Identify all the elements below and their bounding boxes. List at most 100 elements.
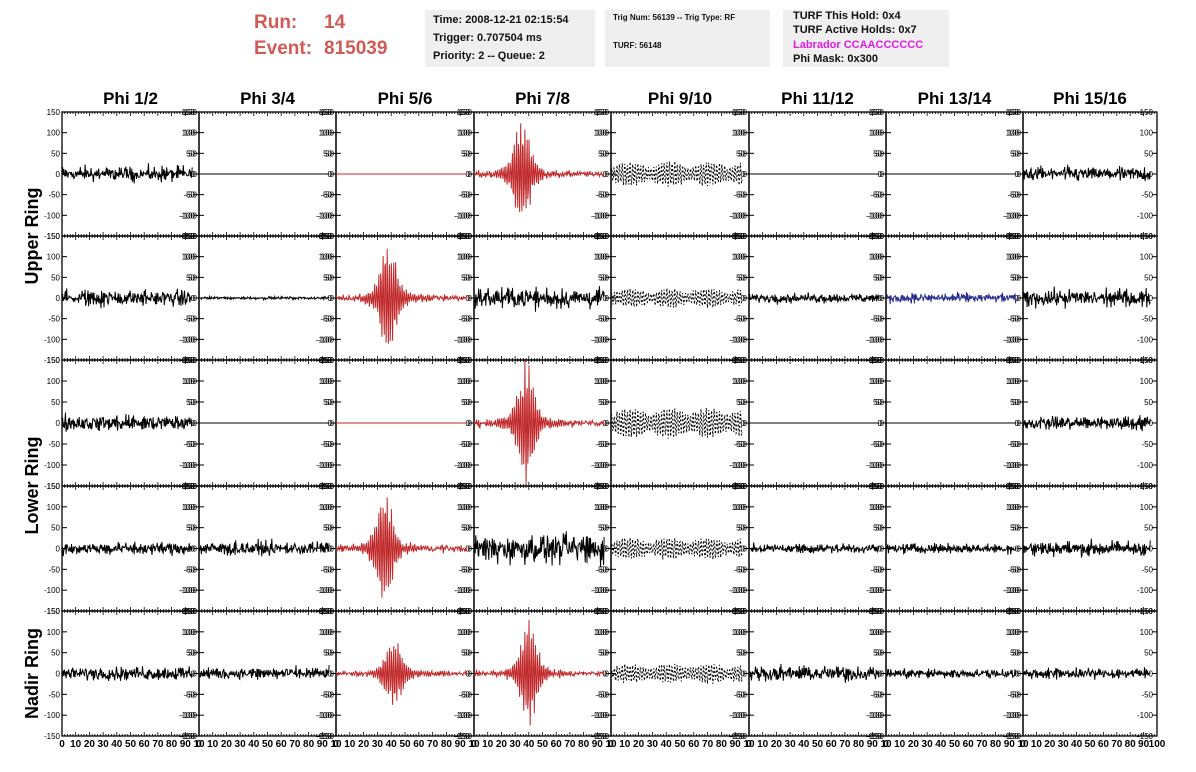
y-tick-label: 150 [321,232,335,241]
y-tick-label-right: -50 [458,440,470,449]
y-tick-label-right: 0 [603,170,608,179]
y-tick-label: 50 [600,273,609,282]
y-tick-label-right: 150 [1006,607,1020,616]
y-tick-label-right: -100 [866,461,883,470]
y-tick-label: 100 [1008,129,1022,138]
run-value: 14 [324,12,346,33]
y-tick-label-right: 50 [598,524,607,533]
x-tick-label: 40 [661,739,673,750]
y-tick-label-right: 150 [732,607,746,616]
x-tick-label: 0 [471,739,477,750]
y-tick-label: -100 [868,586,885,595]
y-tick-label: 0 [880,545,885,554]
y-tick-label: 150 [596,607,610,616]
column-header-8: Phi 15/16 [1053,89,1127,108]
x-tick-label: 90 [1004,739,1016,750]
y-tick-label: 0 [1017,294,1022,303]
x-tick-label: 10 [70,739,82,750]
x-tick-label: 90 [867,739,879,750]
x-tick-label: 60 [551,739,563,750]
y-tick-label: -50 [735,191,747,200]
x-tick-label: 50 [537,739,549,750]
waveform-trace [610,537,743,560]
y-tick-label-right: 50 [598,649,607,658]
y-tick-label-right: 150 [457,482,471,491]
y-tick-label-right: 150 [319,607,333,616]
waveform-panel-r5-c6: -150 -150 -100 -100 -50 -50 0 0 50 50 100 100 150 150 [731,607,887,741]
y-tick-label: 150 [1008,607,1022,616]
waveform-trace [61,666,193,682]
x-tick-label: 20 [358,739,370,750]
y-tick-label: -50 [460,191,472,200]
y-tick-label-right: -50 [1007,191,1019,200]
y-tick-label: 0 [468,545,473,554]
y-tick-label-right: 100 [182,129,196,138]
x-tick-label: 60 [413,739,425,750]
y-tick-label-right: 100 [319,253,333,262]
y-tick-label-right: 100 [319,129,333,138]
x-tick-label: 70 [839,739,851,750]
waveform-trace [1022,538,1151,559]
y-tick-label: -100 [318,711,335,720]
y-tick-label-right: 50 [873,398,882,407]
y-tick-label-right: 0 [191,545,196,554]
x-tick-label: 30 [785,739,797,750]
y-tick-label: -100 [868,335,885,344]
y-tick-label: -100 [318,461,335,470]
y-tick-label-right: 150 [319,356,333,365]
y-tick-label: 150 [184,356,198,365]
y-tick-label: 150 [734,607,748,616]
y-tick-label: -50 [185,440,197,449]
waveform-trace [473,123,605,212]
waveform-trace [474,286,605,312]
y-tick-label-right: -50 [595,565,607,574]
y-tick-label: 100 [1008,503,1022,512]
waveform-trace [748,663,880,683]
y-tick-label: 100 [871,377,885,386]
x-tick-label: 50 [674,739,686,750]
y-tick-label-right: -150 [1137,732,1154,741]
y-tick-label: 0 [56,294,61,303]
y-tick-label: 100 [184,628,198,637]
y-tick-label: -50 [1009,565,1021,574]
y-tick-label: -100 [593,211,610,220]
x-tick-label: 70 [289,739,301,750]
y-tick-label: 50 [463,649,472,658]
ring-label-2: Lower Ring [22,437,42,535]
y-tick-label: -150 [593,732,610,741]
waveform-trace [61,541,193,557]
y-tick-label: 50 [51,273,60,282]
y-tick-label-right: 0 [466,294,471,303]
y-tick-label-right: 150 [869,607,883,616]
y-tick-label-right: 0 [603,419,608,428]
y-tick-label: -100 [868,711,885,720]
turf-active-text: TURF Active Holds: 0x7 [793,24,917,36]
y-tick-label-right: -50 [733,690,745,699]
y-tick-label-right: 100 [869,503,883,512]
y-tick-label: 50 [738,524,747,533]
waveform-trace [198,538,330,557]
y-tick-label-right: -100 [1137,211,1154,220]
y-tick-label: -50 [735,690,747,699]
y-tick-label: 50 [738,273,747,282]
y-tick-label: 50 [188,273,197,282]
y-tick-label-right: 100 [1006,628,1020,637]
y-tick-label-right: -100 [729,711,746,720]
y-tick-label-right: 50 [1010,149,1019,158]
y-tick-label: -100 [181,586,198,595]
y-tick-label: 0 [605,545,610,554]
y-tick-label: 100 [596,503,610,512]
y-tick-label: 100 [47,377,61,386]
y-tick-label-right: 50 [461,649,470,658]
y-tick-label-right: 0 [878,419,883,428]
waveform-trace [1022,415,1151,432]
y-tick-label-right: 150 [182,356,196,365]
